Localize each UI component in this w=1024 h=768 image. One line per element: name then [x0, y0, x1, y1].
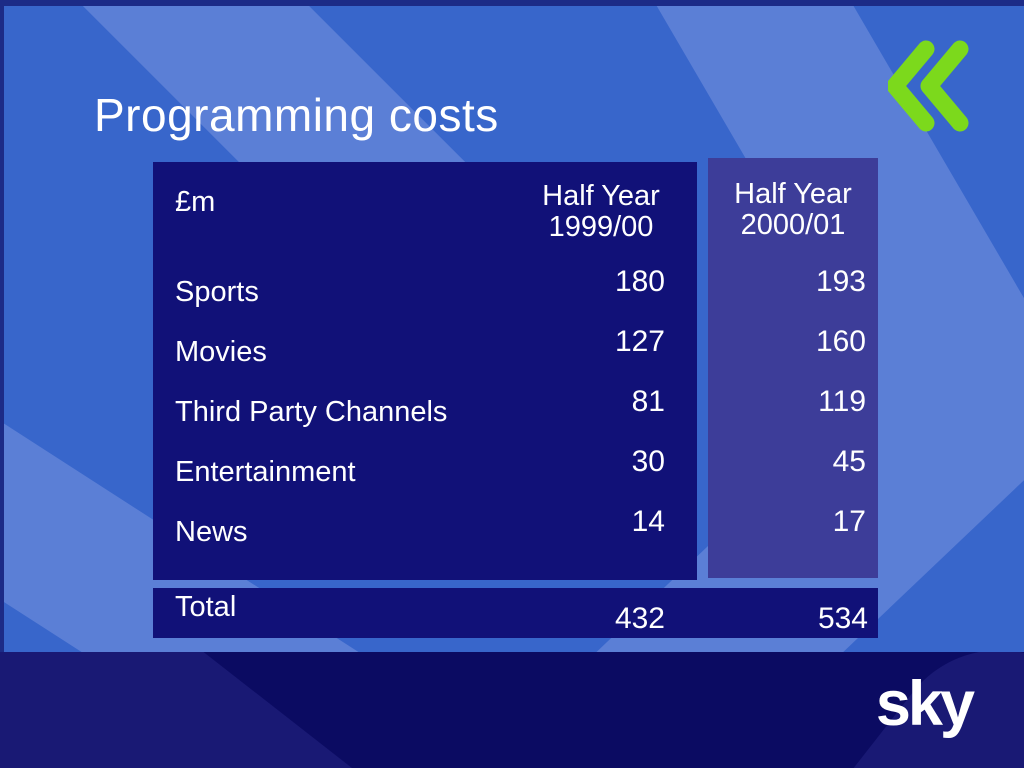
total-label: Total: [175, 591, 237, 623]
table-panel-main: £m Half Year 1999/00 Sports 180 Movies 1…: [153, 162, 697, 580]
column-header-1999-00: Half Year 1999/00: [542, 180, 660, 243]
row-label-entertainment: Entertainment: [175, 456, 356, 488]
table-panel-hy2: Half Year 2000/01 193 160 119 45 17: [708, 158, 878, 578]
row-value-sports-hy1: 180: [614, 265, 665, 298]
row-label-news: News: [175, 516, 248, 548]
row-value-entertainment-hy1: 30: [631, 445, 665, 478]
row-value-movies-hy1: 127: [614, 325, 665, 358]
row-value-news-hy2: 17: [832, 505, 866, 538]
total-value-hy2: 534: [817, 602, 868, 635]
row-label-sports: Sports: [175, 276, 259, 308]
row-value-sports-hy2: 193: [815, 265, 866, 298]
table-total-row: Total 432 534: [153, 588, 878, 638]
footer-swoosh-left: [0, 652, 566, 768]
row-label-third-party-channels: Third Party Channels: [175, 396, 448, 428]
row-value-movies-hy2: 160: [815, 325, 866, 358]
row-label-movies: Movies: [175, 336, 267, 368]
sky-logo: sky: [875, 669, 975, 739]
slide-left-edge: [0, 0, 4, 652]
row-value-third-party-channels-hy1: 81: [631, 385, 665, 418]
row-value-entertainment-hy2: 45: [832, 445, 866, 478]
unit-label: £m: [175, 186, 216, 218]
row-value-news-hy1: 14: [631, 505, 665, 538]
double-chevron-left-icon[interactable]: [888, 40, 980, 132]
row-value-third-party-channels-hy2: 119: [818, 385, 866, 418]
total-value-hy1: 432: [614, 602, 665, 635]
column-header-2000-01-text: Half Year 2000/01: [734, 178, 852, 241]
column-header-2000-01: Half Year 2000/01: [708, 179, 878, 241]
slide-top-edge: [0, 0, 1024, 6]
page-title: Programming costs: [94, 89, 499, 141]
footer-band: [0, 652, 1024, 768]
